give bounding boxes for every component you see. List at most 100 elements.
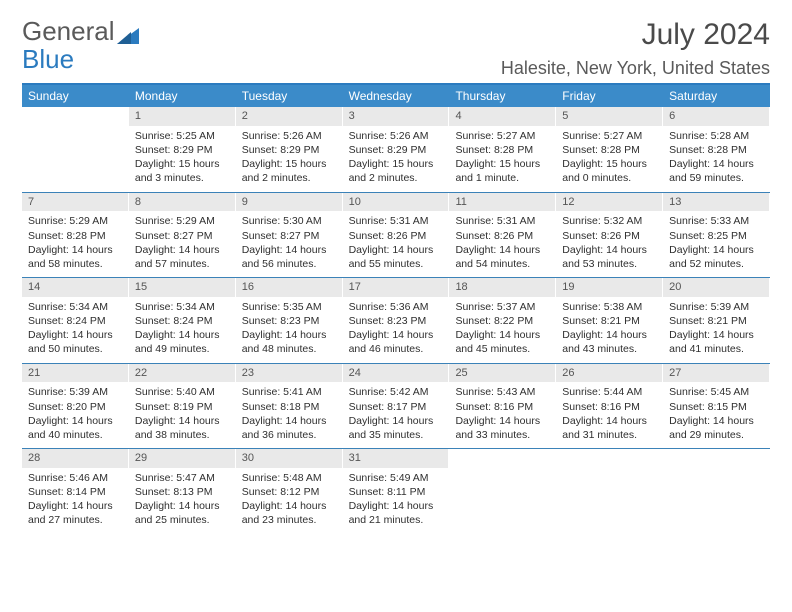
sunset-text: Sunset: 8:16 PM: [449, 400, 556, 414]
daylight-text: Daylight: 14 hours: [129, 243, 236, 257]
daylight-text: and 21 minutes.: [343, 513, 450, 527]
calendar-day: 26Sunrise: 5:44 AMSunset: 8:16 PMDayligh…: [556, 364, 663, 449]
brand-word-1: General: [22, 16, 115, 46]
daylight-text: and 56 minutes.: [236, 257, 343, 271]
day-number: [663, 449, 769, 468]
weekday-header: Sunday Monday Tuesday Wednesday Thursday…: [22, 85, 770, 107]
daylight-text: Daylight: 14 hours: [22, 243, 129, 257]
calendar-day: 17Sunrise: 5:36 AMSunset: 8:23 PMDayligh…: [343, 278, 450, 363]
daylight-text: and 57 minutes.: [129, 257, 236, 271]
day-number: 13: [663, 193, 769, 212]
daylight-text: Daylight: 14 hours: [663, 414, 770, 428]
daylight-text: Daylight: 15 hours: [449, 157, 556, 171]
title-block: July 2024 Halesite, New York, United Sta…: [501, 18, 770, 79]
weekday-label: Saturday: [663, 85, 770, 107]
sunrise-text: Sunrise: 5:45 AM: [663, 385, 770, 399]
day-number: 17: [343, 278, 449, 297]
sunrise-text: Sunrise: 5:31 AM: [449, 214, 556, 228]
sunrise-text: Sunrise: 5:39 AM: [22, 385, 129, 399]
sunset-text: Sunset: 8:28 PM: [556, 143, 663, 157]
weekday-label: Friday: [556, 85, 663, 107]
calendar-day: [22, 107, 129, 192]
sunrise-text: Sunrise: 5:27 AM: [449, 129, 556, 143]
day-number: 2: [236, 107, 342, 126]
daylight-text: and 2 minutes.: [343, 171, 450, 185]
daylight-text: and 23 minutes.: [236, 513, 343, 527]
calendar-week: 21Sunrise: 5:39 AMSunset: 8:20 PMDayligh…: [22, 364, 770, 450]
sunrise-text: Sunrise: 5:27 AM: [556, 129, 663, 143]
daylight-text: and 43 minutes.: [556, 342, 663, 356]
day-number: 10: [343, 193, 449, 212]
calendar: Sunday Monday Tuesday Wednesday Thursday…: [22, 83, 770, 534]
day-number: 28: [22, 449, 128, 468]
daylight-text: and 49 minutes.: [129, 342, 236, 356]
weekday-label: Monday: [129, 85, 236, 107]
day-number: 31: [343, 449, 449, 468]
calendar-day: 30Sunrise: 5:48 AMSunset: 8:12 PMDayligh…: [236, 449, 343, 534]
calendar-day: 3Sunrise: 5:26 AMSunset: 8:29 PMDaylight…: [343, 107, 450, 192]
sunset-text: Sunset: 8:20 PM: [22, 400, 129, 414]
daylight-text: Daylight: 15 hours: [236, 157, 343, 171]
daylight-text: and 27 minutes.: [22, 513, 129, 527]
sunset-text: Sunset: 8:21 PM: [556, 314, 663, 328]
sunset-text: Sunset: 8:12 PM: [236, 485, 343, 499]
sunrise-text: Sunrise: 5:28 AM: [663, 129, 770, 143]
calendar-day: 7Sunrise: 5:29 AMSunset: 8:28 PMDaylight…: [22, 193, 129, 278]
sunrise-text: Sunrise: 5:40 AM: [129, 385, 236, 399]
weekday-label: Sunday: [22, 85, 129, 107]
daylight-text: Daylight: 15 hours: [343, 157, 450, 171]
day-number: 25: [449, 364, 555, 383]
daylight-text: Daylight: 14 hours: [129, 499, 236, 513]
sunset-text: Sunset: 8:28 PM: [22, 229, 129, 243]
day-number: 11: [449, 193, 555, 212]
day-number: 16: [236, 278, 342, 297]
calendar-day: 5 Sunrise: 5:27 AMSunset: 8:28 PMDaylight…: [556, 107, 663, 192]
daylight-text: Daylight: 14 hours: [129, 414, 236, 428]
sunset-text: Sunset: 8:27 PM: [236, 229, 343, 243]
sunset-text: Sunset: 8:28 PM: [663, 143, 770, 157]
weekday-label: Wednesday: [343, 85, 450, 107]
sunrise-text: Sunrise: 5:29 AM: [129, 214, 236, 228]
calendar-day: 29Sunrise: 5:47 AMSunset: 8:13 PMDayligh…: [129, 449, 236, 534]
sunrise-text: Sunrise: 5:37 AM: [449, 300, 556, 314]
day-number: 3: [343, 107, 449, 126]
daylight-text: and 48 minutes.: [236, 342, 343, 356]
sunrise-text: Sunrise: 5:33 AM: [663, 214, 770, 228]
sunset-text: Sunset: 8:29 PM: [343, 143, 450, 157]
sunrise-text: Sunrise: 5:42 AM: [343, 385, 450, 399]
calendar-week: 7Sunrise: 5:29 AMSunset: 8:28 PMDaylight…: [22, 193, 770, 279]
daylight-text: and 3 minutes.: [129, 171, 236, 185]
weekday-label: Thursday: [449, 85, 556, 107]
daylight-text: Daylight: 14 hours: [236, 499, 343, 513]
sunset-text: Sunset: 8:13 PM: [129, 485, 236, 499]
daylight-text: and 2 minutes.: [236, 171, 343, 185]
daylight-text: Daylight: 15 hours: [556, 157, 663, 171]
calendar-day: 18Sunrise: 5:37 AMSunset: 8:22 PMDayligh…: [449, 278, 556, 363]
daylight-text: and 50 minutes.: [22, 342, 129, 356]
sunrise-text: Sunrise: 5:48 AM: [236, 471, 343, 485]
calendar-day: 20Sunrise: 5:39 AMSunset: 8:21 PMDayligh…: [663, 278, 770, 363]
day-number: 15: [129, 278, 235, 297]
calendar-week: 14Sunrise: 5:34 AMSunset: 8:24 PMDayligh…: [22, 278, 770, 364]
sunset-text: Sunset: 8:29 PM: [129, 143, 236, 157]
sunrise-text: Sunrise: 5:30 AM: [236, 214, 343, 228]
daylight-text: and 1 minute.: [449, 171, 556, 185]
calendar-day: 10Sunrise: 5:31 AMSunset: 8:26 PMDayligh…: [343, 193, 450, 278]
sunset-text: Sunset: 8:18 PM: [236, 400, 343, 414]
day-number: 18: [449, 278, 555, 297]
daylight-text: Daylight: 14 hours: [343, 243, 450, 257]
daylight-text: and 38 minutes.: [129, 428, 236, 442]
daylight-text: and 54 minutes.: [449, 257, 556, 271]
sunrise-text: Sunrise: 5:39 AM: [663, 300, 770, 314]
daylight-text: and 52 minutes.: [663, 257, 770, 271]
brand-logo: General Blue: [22, 18, 139, 72]
daylight-text: and 25 minutes.: [129, 513, 236, 527]
sunset-text: Sunset: 8:26 PM: [449, 229, 556, 243]
daylight-text: Daylight: 14 hours: [343, 328, 450, 342]
daylight-text: and 41 minutes.: [663, 342, 770, 356]
sunset-text: Sunset: 8:26 PM: [556, 229, 663, 243]
sunset-text: Sunset: 8:17 PM: [343, 400, 450, 414]
day-number: 26: [556, 364, 662, 383]
daylight-text: Daylight: 14 hours: [663, 243, 770, 257]
day-number: 5: [556, 107, 662, 126]
